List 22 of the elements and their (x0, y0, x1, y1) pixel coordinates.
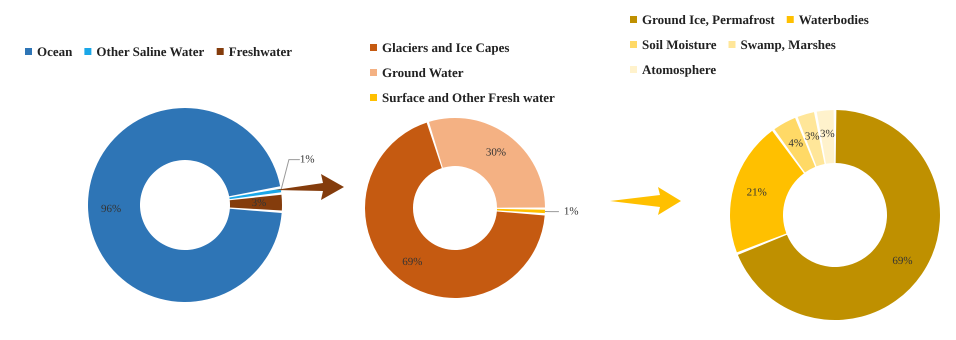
data-label: 1% (300, 154, 315, 166)
legend-label: Swamp, Marshes (740, 37, 836, 52)
legend-label: Atomosphere (642, 62, 716, 77)
data-label: 69% (402, 256, 422, 268)
legend-label: Glaciers and Ice Capes (382, 40, 510, 55)
data-label: 69% (892, 254, 912, 267)
data-label: 96% (101, 203, 122, 216)
legend-label: Freshwater (228, 44, 292, 59)
legend-label: Ground Water (382, 65, 464, 80)
data-label: 3% (820, 128, 835, 140)
data-label: 21% (746, 186, 767, 198)
data-label: 3% (252, 197, 266, 210)
legend-label: Soil Moisture (642, 37, 717, 52)
legend-label: Waterbodies (798, 12, 869, 27)
data-label: 1% (564, 206, 579, 218)
data-label: 3% (804, 130, 820, 143)
legend-label: Surface and Other Fresh water (382, 90, 556, 105)
data-label: 30% (486, 146, 506, 158)
data-label: 4% (788, 138, 804, 150)
legend-label: Ground Ice, Permafrost (642, 12, 776, 27)
legend-label: Other Saline Water (96, 44, 204, 59)
legend-label: Ocean (37, 44, 74, 59)
